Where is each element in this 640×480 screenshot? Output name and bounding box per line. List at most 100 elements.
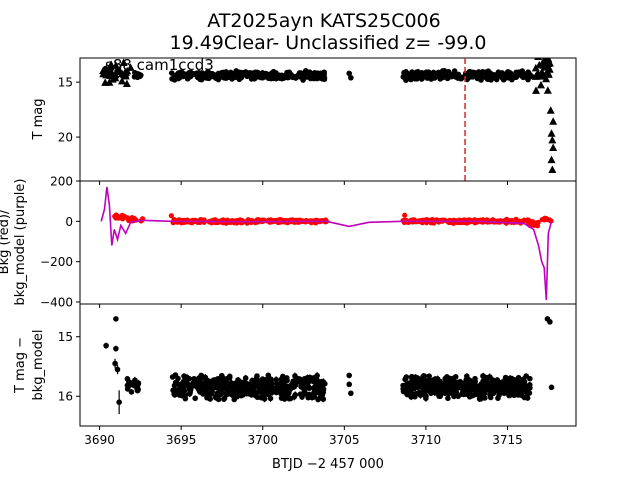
- data-point: [202, 374, 209, 381]
- data-point: [296, 72, 302, 79]
- data-point: [495, 69, 502, 75]
- data-point: [250, 383, 257, 390]
- data-point: [239, 390, 246, 397]
- data-point: [468, 379, 475, 386]
- data-point: [238, 74, 245, 81]
- data-point: [196, 375, 202, 381]
- data-point: [450, 391, 457, 398]
- data-point: [420, 382, 426, 388]
- data-point: [423, 388, 430, 394]
- panel-bottom-frame: [79, 303, 577, 427]
- data-point: [548, 165, 557, 174]
- data-point: [120, 68, 129, 77]
- data-point: [194, 74, 201, 81]
- data-point: [315, 71, 321, 78]
- data-point: [244, 380, 250, 387]
- data-point: [536, 80, 545, 89]
- data-point: [278, 381, 285, 388]
- data-point: [504, 69, 511, 75]
- data-point: [106, 70, 115, 78]
- data-point: [466, 70, 473, 77]
- data-point: [527, 219, 533, 225]
- data-point: [249, 387, 256, 394]
- data-point: [258, 394, 265, 401]
- data-point: [114, 366, 121, 373]
- data-point: [509, 76, 515, 83]
- panel-middle-ylabel-line2: bkg_model (purple): [13, 179, 28, 306]
- data-point: [423, 395, 429, 402]
- data-point: [488, 73, 494, 80]
- data-point: [318, 378, 325, 385]
- data-point: [112, 360, 118, 367]
- data-point: [507, 392, 514, 398]
- data-point: [532, 86, 541, 94]
- panel-top-plot: [99, 47, 558, 181]
- data-point: [408, 76, 414, 83]
- data-point: [231, 386, 238, 393]
- data-point: [169, 374, 176, 380]
- x-tick-label: 3695: [166, 433, 197, 447]
- data-point: [197, 219, 203, 226]
- data-point: [113, 316, 119, 322]
- data-point: [232, 381, 238, 387]
- x-tick-label: 3705: [329, 433, 360, 447]
- data-point: [175, 375, 181, 382]
- data-point: [171, 382, 178, 389]
- panel-bottom-ylabel-line2: bkg_model: [31, 329, 46, 400]
- data-point: [180, 71, 187, 77]
- data-point: [266, 389, 272, 396]
- data-point: [105, 66, 114, 74]
- data-point: [426, 373, 432, 379]
- data-point: [299, 394, 305, 400]
- data-point: [544, 47, 552, 55]
- panel-bottom-plot: [103, 316, 555, 415]
- panel-middle-frame: [79, 180, 577, 305]
- data-point: [546, 106, 555, 114]
- panel-middle: −400 −200 0 200 Bkg (red)/ bkg_model (purpl…: [0, 175, 577, 309]
- data-point: [447, 383, 454, 390]
- data-point: [466, 386, 472, 393]
- data-point: [191, 375, 197, 382]
- data-point: [548, 135, 557, 144]
- data-point: [168, 213, 174, 219]
- data-point: [404, 70, 411, 77]
- x-tick-label: 3690: [84, 433, 115, 447]
- data-point: [113, 345, 119, 352]
- data-point: [122, 79, 131, 88]
- data-point: [506, 378, 512, 384]
- data-point: [320, 396, 327, 402]
- data-point: [307, 374, 313, 381]
- data-point: [533, 220, 540, 226]
- panel-bottom-ylabel-line1: T mag −: [13, 337, 28, 394]
- data-point: [463, 376, 470, 383]
- data-point: [444, 71, 451, 77]
- data-point: [547, 129, 556, 137]
- data-point: [283, 72, 289, 79]
- data-point: [268, 376, 274, 382]
- data-point: [491, 378, 497, 384]
- data-point: [426, 381, 433, 388]
- y-tick-label: 16: [58, 390, 73, 404]
- data-point: [455, 393, 461, 400]
- data-point: [434, 71, 440, 78]
- data-point: [403, 375, 409, 382]
- data-point: [204, 388, 210, 395]
- x-axis-label: BTJD −2 457 000: [272, 457, 384, 472]
- plot-area: [100, 186, 554, 301]
- data-point: [184, 75, 191, 82]
- x-tick-label: 3715: [492, 433, 523, 447]
- data-point: [490, 386, 496, 392]
- data-point: [188, 383, 195, 390]
- data-point: [230, 70, 237, 77]
- data-point: [402, 212, 408, 218]
- data-point: [420, 373, 426, 380]
- data-point: [469, 392, 476, 399]
- data-point: [523, 385, 529, 392]
- data-point: [400, 388, 407, 395]
- data-point: [300, 77, 306, 83]
- data-point: [176, 382, 183, 388]
- data-point: [520, 376, 527, 382]
- data-point: [510, 72, 516, 79]
